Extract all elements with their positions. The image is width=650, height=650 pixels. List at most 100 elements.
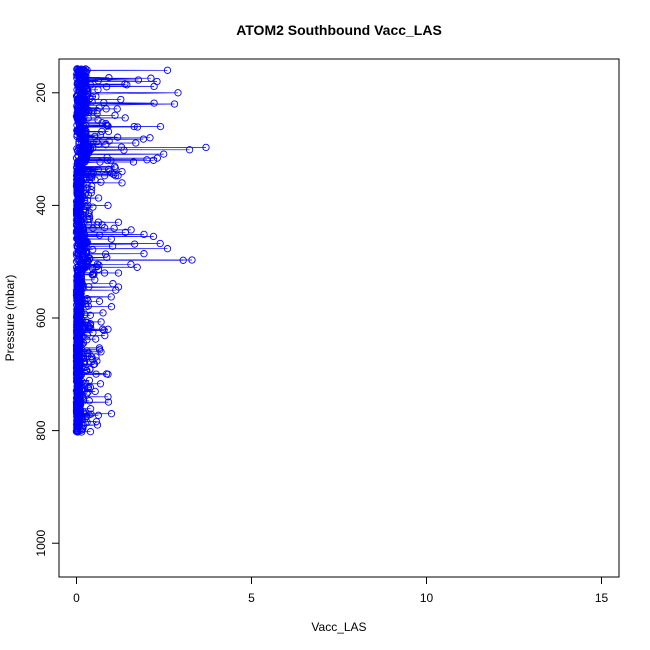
data-point	[89, 356, 97, 364]
data-point	[105, 74, 113, 82]
data-point	[117, 95, 125, 104]
data-point	[96, 380, 105, 388]
x-tick-label: 0	[73, 591, 80, 605]
data-point	[129, 158, 138, 166]
data-point	[85, 108, 93, 117]
data-point	[104, 370, 112, 378]
data-point	[121, 114, 129, 122]
data-point	[112, 286, 120, 294]
data-point	[83, 331, 92, 339]
y-tick-label: 1000	[34, 530, 48, 557]
data-point	[102, 105, 110, 113]
plot-frame	[58, 58, 620, 578]
data-point	[89, 224, 97, 232]
data-point	[95, 297, 104, 305]
data-point	[86, 311, 94, 319]
data-point	[104, 398, 113, 406]
data-point	[86, 321, 95, 330]
data-point	[114, 269, 123, 277]
data-point	[120, 146, 128, 154]
data-point	[150, 82, 158, 91]
data-point	[103, 156, 112, 165]
data-point	[92, 335, 100, 343]
data-point	[149, 232, 158, 241]
data-point	[140, 230, 148, 239]
data-point	[174, 89, 182, 97]
data-point	[84, 388, 92, 396]
data-point	[107, 156, 115, 165]
data-point	[107, 303, 116, 311]
data-point	[97, 178, 105, 186]
data-point	[94, 265, 103, 273]
data-point	[77, 428, 86, 436]
data-point	[85, 323, 93, 331]
data-point	[94, 77, 102, 85]
data-point	[91, 276, 99, 284]
data-point	[114, 172, 122, 180]
data-point	[134, 76, 143, 84]
chart-title: ATOM2 Southbound Vacc_LAS	[236, 22, 442, 38]
data-point	[133, 263, 141, 271]
data-point	[100, 269, 109, 277]
data-point	[160, 150, 168, 158]
data-point	[102, 141, 110, 149]
data-point	[104, 122, 112, 130]
data-layer	[72, 65, 210, 436]
x-tick-label: 10	[420, 591, 434, 605]
data-point	[100, 224, 109, 232]
y-tick-label: 400	[34, 195, 48, 215]
data-point	[101, 331, 109, 340]
data-point	[188, 256, 196, 264]
x-axis: 0 5 10 15	[73, 576, 609, 605]
data-point	[94, 166, 102, 174]
data-point	[91, 132, 99, 141]
data-point	[107, 235, 115, 243]
data-point	[95, 261, 103, 269]
data-point	[104, 325, 112, 333]
data-point	[156, 239, 164, 248]
data-point	[130, 122, 138, 131]
data-point	[96, 158, 104, 166]
data-point	[149, 156, 158, 164]
y-tick-label: 600	[34, 308, 48, 328]
data-point	[140, 250, 148, 258]
data-point	[95, 231, 104, 239]
data-point	[100, 326, 108, 335]
data-point	[82, 366, 90, 375]
x-tick-label: 15	[595, 591, 609, 605]
data-point	[202, 143, 210, 152]
x-axis-label: Vacc_LAS	[311, 620, 366, 634]
data-point	[84, 384, 92, 392]
data-point	[185, 146, 194, 154]
y-tick-label: 200	[34, 82, 48, 102]
data-point	[94, 194, 103, 202]
y-axis: 200 400 600 800 1000	[34, 82, 60, 557]
data-point	[89, 108, 97, 116]
data-point	[87, 352, 96, 361]
data-point	[93, 263, 101, 271]
data-point	[139, 135, 148, 143]
data-point	[104, 127, 113, 136]
data-point	[111, 111, 119, 119]
data-point	[100, 172, 109, 180]
data-point	[101, 250, 110, 258]
data-point	[114, 218, 123, 226]
data-point	[108, 242, 117, 250]
data-point	[153, 154, 161, 162]
data-point	[110, 170, 118, 179]
data-point	[86, 365, 94, 374]
data-point	[85, 397, 93, 405]
data-point	[100, 98, 108, 107]
data-point	[92, 370, 100, 378]
data-point	[107, 410, 116, 418]
data-point	[95, 346, 104, 354]
data-point	[109, 280, 117, 288]
data-point	[99, 325, 107, 333]
data-point	[113, 105, 121, 113]
data-point	[111, 172, 120, 180]
data-point	[94, 86, 102, 94]
data-point	[132, 139, 140, 147]
data-point	[103, 253, 111, 262]
data-point	[113, 133, 122, 141]
data-point	[94, 140, 103, 148]
